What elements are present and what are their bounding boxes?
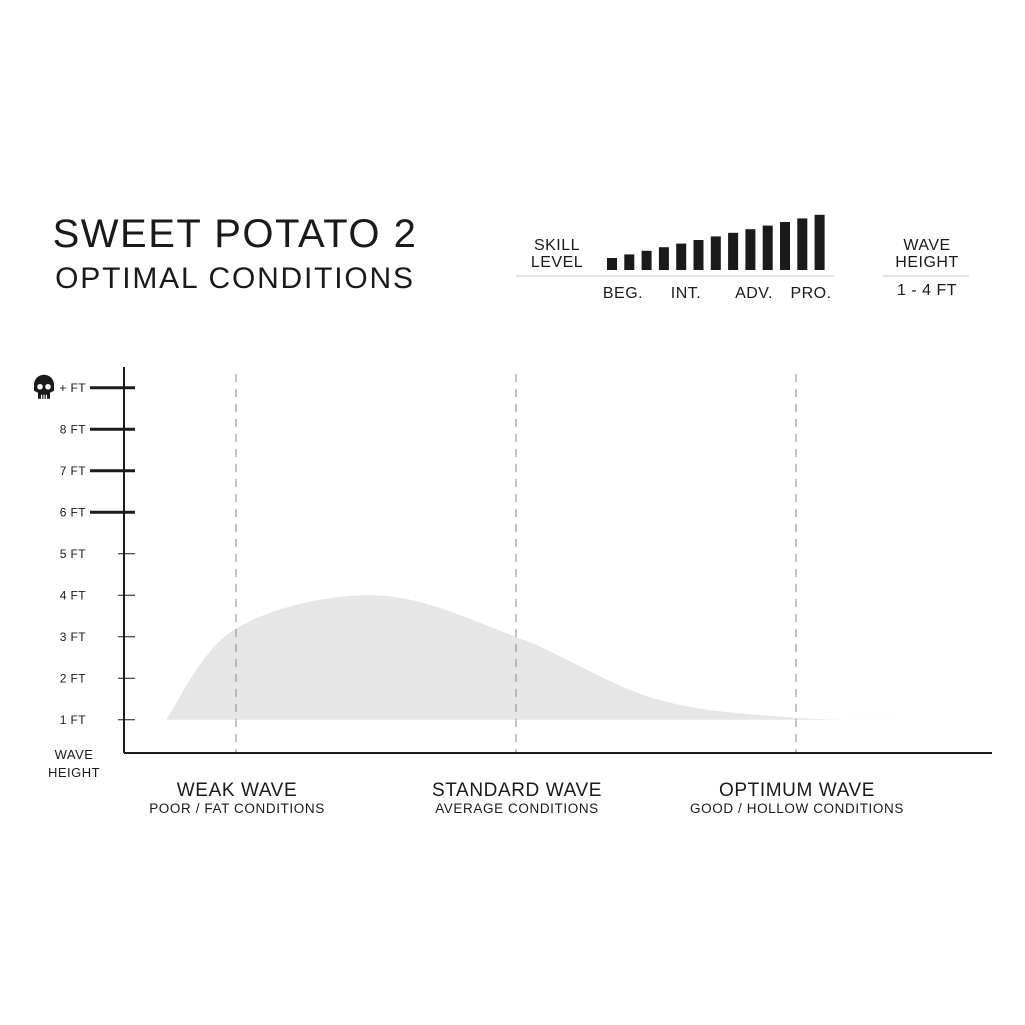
y-tick-label: 1 FT bbox=[60, 713, 87, 727]
skill-level-4: PRO. bbox=[790, 285, 831, 302]
skill-bar-4 bbox=[658, 247, 669, 270]
y-tick-label: 3 FT bbox=[60, 630, 87, 644]
skill-level-1: BEG. bbox=[603, 285, 643, 302]
y-tick-label: 6 FT bbox=[60, 505, 87, 519]
category-guides bbox=[235, 374, 797, 753]
skill-bar-9 bbox=[745, 229, 756, 270]
skill-level-3: ADV. bbox=[735, 285, 773, 302]
y-tick-label: 7 FT bbox=[60, 464, 87, 478]
skill-bar-7 bbox=[710, 236, 721, 270]
category-subtitle-1: POOR / FAT CONDITIONS bbox=[149, 801, 325, 816]
skill-label-line2: LEVEL bbox=[530, 254, 584, 271]
skill-level-label: SKILL LEVEL bbox=[515, 237, 599, 271]
skill-bar-13 bbox=[814, 214, 825, 270]
y-axis-label-line2: HEIGHT bbox=[48, 765, 100, 780]
skill-bar-3 bbox=[641, 250, 652, 270]
skill-level-labels: BEG. INT. ADV. PRO. bbox=[603, 285, 831, 302]
y-tick-label: 5 FT bbox=[60, 547, 87, 561]
wave-height-label-line2: HEIGHT bbox=[895, 254, 959, 271]
y-tick-label: 8 FT bbox=[60, 422, 87, 436]
y-axis-label-line1: WAVE bbox=[55, 747, 94, 762]
skill-label-line1: SKILL bbox=[533, 237, 581, 254]
skill-bars bbox=[607, 214, 825, 270]
wave-height-area bbox=[166, 595, 922, 720]
wave-height-label-line1: WAVE bbox=[903, 237, 951, 254]
skill-bar-6 bbox=[693, 240, 704, 270]
y-axis-ticks: 1 FT 2 FT 3 FT 4 FT 5 FT 6 FT 7 FT 8 FT + FT bbox=[34, 374, 135, 727]
skill-bar-10 bbox=[762, 225, 773, 270]
category-title-2: STANDARD WAVE bbox=[432, 780, 602, 801]
skill-bar-5 bbox=[676, 243, 687, 270]
skill-level-2: INT. bbox=[671, 285, 701, 302]
skill-bar-2 bbox=[624, 254, 635, 270]
wave-height-range: 1 - 4 FT bbox=[896, 282, 957, 299]
page-title: SWEET POTATO 2 bbox=[52, 212, 418, 256]
category-title-1: WEAK WAVE bbox=[177, 780, 297, 801]
category-subtitle-3: GOOD / HOLLOW CONDITIONS bbox=[690, 801, 904, 816]
skill-bar-11 bbox=[780, 222, 790, 270]
category-title-3: OPTIMUM WAVE bbox=[719, 780, 875, 801]
skill-bar-12 bbox=[797, 218, 808, 270]
category-subtitle-2: AVERAGE CONDITIONS bbox=[435, 801, 599, 816]
y-tick-label: + FT bbox=[59, 381, 86, 395]
skill-bar-8 bbox=[728, 232, 739, 270]
y-tick-label: 4 FT bbox=[60, 588, 87, 602]
wave-height-box-label: WAVE HEIGHT bbox=[883, 237, 971, 271]
skull-icon bbox=[34, 374, 54, 399]
y-tick-label: 2 FT bbox=[60, 671, 87, 685]
skill-bar-1 bbox=[607, 258, 617, 270]
y-axis-label: WAVE HEIGHT bbox=[48, 747, 100, 780]
page-subtitle: OPTIMAL CONDITIONS bbox=[55, 262, 415, 295]
